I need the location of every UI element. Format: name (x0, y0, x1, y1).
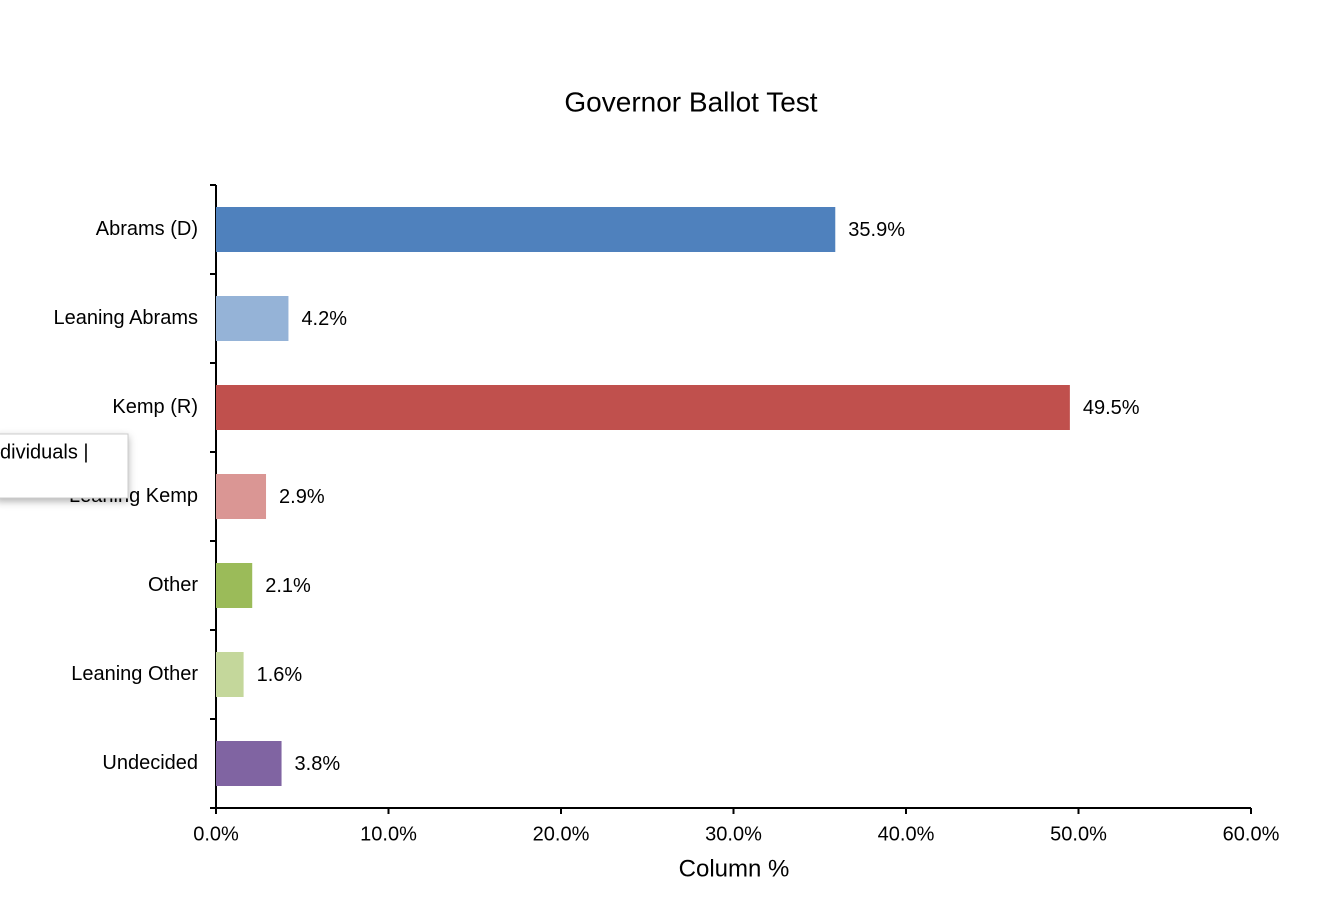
bar (216, 474, 267, 519)
y-tick-label: Abrams (D) (96, 218, 198, 240)
data-label: 2.9% (279, 486, 325, 508)
data-label: 1.6% (257, 664, 303, 686)
x-tick-label: 60.0% (1223, 823, 1280, 845)
data-label: 35.9% (848, 219, 905, 241)
y-tick-label: Undecided (102, 752, 198, 774)
tooltip-text: dividuals | (0, 441, 89, 463)
bar (216, 385, 1070, 430)
x-tick-label: 30.0% (705, 823, 762, 845)
tooltip-overlay: dividuals | (0, 433, 129, 499)
x-axis-label: Column % (679, 855, 790, 882)
data-label: 49.5% (1083, 397, 1140, 419)
tooltip-box (0, 433, 129, 499)
x-tick-label: 50.0% (1050, 823, 1107, 845)
chart-title: Governor Ballot Test (564, 86, 817, 117)
bar (216, 563, 253, 608)
x-tick-label: 40.0% (878, 823, 935, 845)
y-tick-label: Leaning Other (71, 663, 198, 685)
y-tick-label: Kemp (R) (112, 396, 198, 418)
x-tick-label: 20.0% (533, 823, 590, 845)
y-tick-label: Other (148, 574, 198, 596)
x-tick-label: 10.0% (360, 823, 417, 845)
bar (216, 207, 836, 252)
data-label: 3.8% (295, 753, 341, 775)
data-label: 2.1% (265, 575, 311, 597)
x-tick-label: 0.0% (193, 823, 239, 845)
y-tick-label: Leaning Abrams (53, 307, 198, 329)
bar (216, 652, 244, 697)
data-label: 4.2% (301, 308, 347, 330)
bar (216, 741, 282, 786)
bar (216, 296, 289, 341)
